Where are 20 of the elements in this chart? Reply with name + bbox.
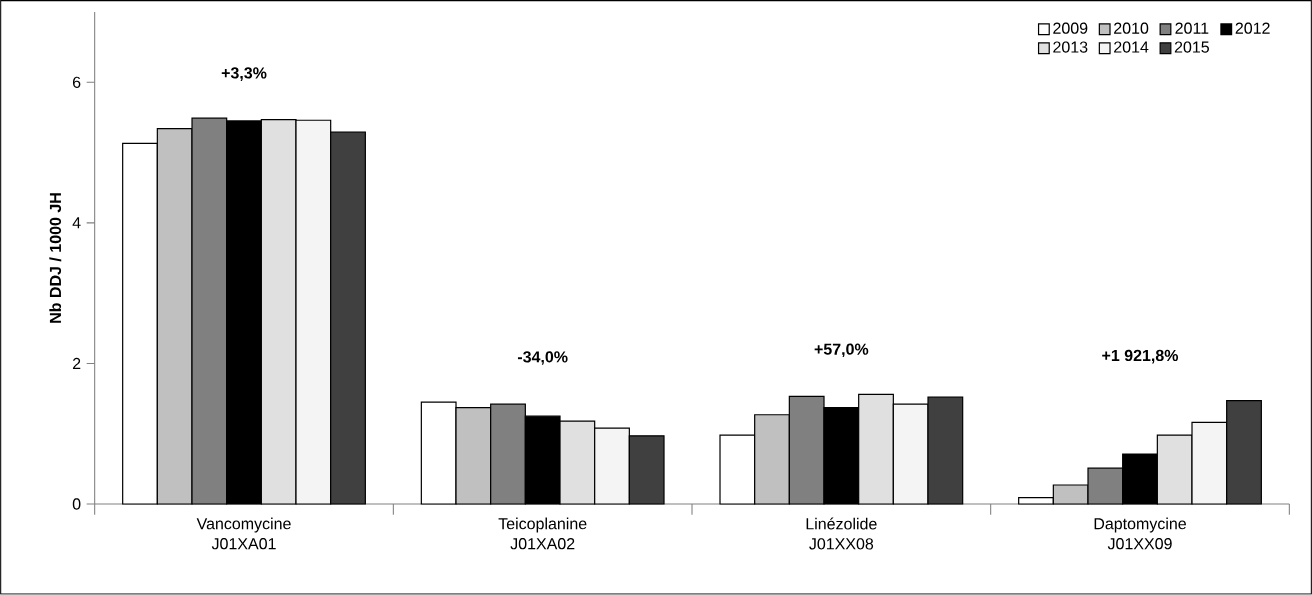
- x-tick-label: Teicoplanine J01XA02: [498, 517, 587, 550]
- x-tick-label: Linézolide J01XX08: [806, 517, 877, 550]
- legend-label: 2009: [1053, 22, 1088, 35]
- y-tick-label: 4: [72, 217, 81, 229]
- y-tick-label: 6: [72, 76, 81, 89]
- y-tick-label: 0: [72, 498, 81, 510]
- legend-label: 2011: [1175, 22, 1209, 35]
- annotation: -34,0%: [517, 351, 568, 366]
- legend-label: 2012: [1235, 22, 1270, 35]
- x-tick-label: Vancomycine J01XA01: [196, 517, 291, 550]
- annotation: +57,0%: [814, 343, 869, 358]
- annotation: +1 921,8%: [1102, 349, 1179, 364]
- x-tick-label: Daptomycine J01XX09: [1094, 517, 1186, 550]
- legend-label: 2015: [1174, 41, 1209, 53]
- legend-label: 2014: [1114, 41, 1149, 53]
- annotation: +3,3%: [221, 67, 267, 82]
- y-tick-label: 2: [72, 358, 81, 370]
- legend-label: 2013: [1053, 41, 1088, 53]
- y-axis-title: Nb DDJ / 1000 JH: [49, 193, 62, 323]
- legend-label: 2010: [1114, 22, 1149, 35]
